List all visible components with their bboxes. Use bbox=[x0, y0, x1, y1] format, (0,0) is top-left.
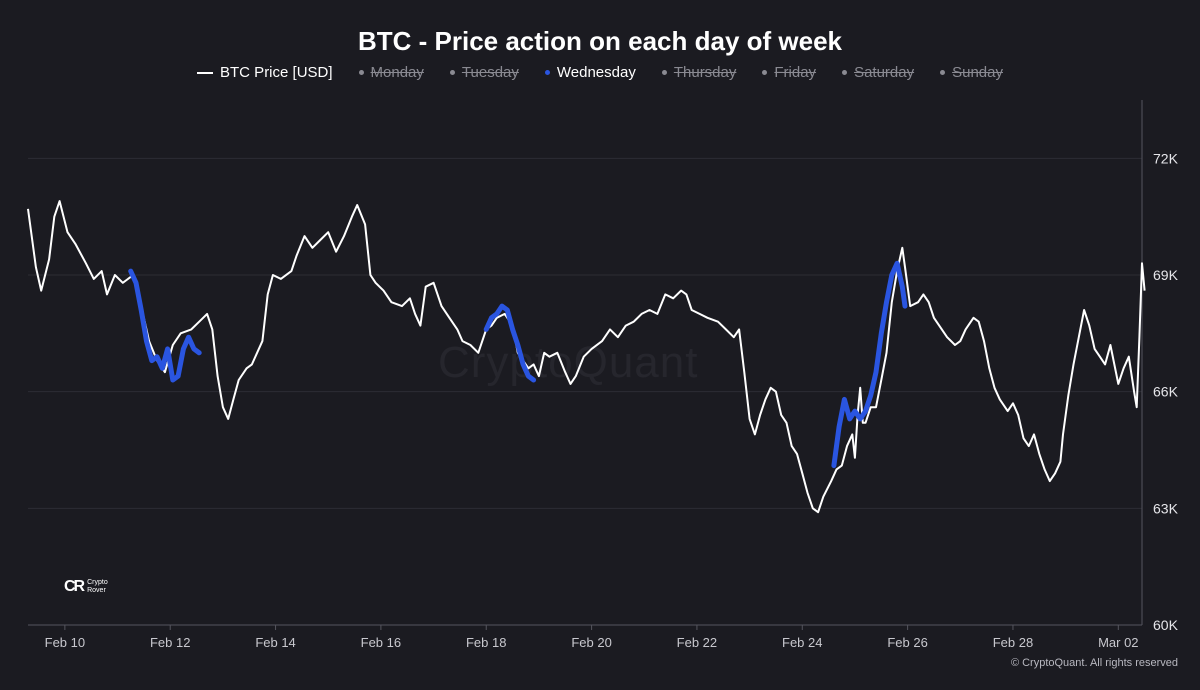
x-tick-label: Feb 12 bbox=[150, 635, 190, 650]
x-tick-label: Feb 28 bbox=[993, 635, 1033, 650]
logo-line-2: Rover bbox=[87, 587, 106, 594]
legend-item-sunday[interactable]: Sunday bbox=[940, 64, 1003, 81]
chart-legend: BTC Price [USD] Monday Tuesday Wednesday… bbox=[0, 64, 1200, 81]
copyright-text: © CryptoQuant. All rights reserved bbox=[1010, 657, 1178, 669]
x-tick-label: Mar 02 bbox=[1098, 635, 1138, 650]
legend-item-friday[interactable]: Friday bbox=[762, 64, 816, 81]
x-tick-label: Feb 10 bbox=[45, 635, 85, 650]
logo-text: Crypto Rover bbox=[87, 579, 108, 595]
chart-title: BTC - Price action on each day of week bbox=[357, 26, 843, 56]
dot-swatch-icon bbox=[544, 70, 550, 75]
btc-price-line bbox=[27, 200, 1146, 514]
legend-label: Thursday bbox=[673, 64, 737, 81]
legend-label: Monday bbox=[370, 64, 424, 81]
crypto-rover-logo: CR Crypto Rover bbox=[64, 578, 108, 596]
dot-swatch-icon bbox=[661, 70, 667, 75]
legend-label: Wednesday bbox=[556, 64, 636, 81]
dot-swatch-icon bbox=[358, 70, 364, 75]
x-tick-label: Feb 18 bbox=[466, 635, 506, 650]
x-tick-label: Feb 26 bbox=[887, 635, 927, 650]
legend-item-thursday[interactable]: Thursday bbox=[661, 64, 737, 81]
legend-item-tuesday[interactable]: Tuesday bbox=[449, 64, 519, 81]
legend-label: BTC Price [USD] bbox=[220, 64, 333, 81]
dot-swatch-icon bbox=[940, 70, 946, 75]
legend-item-wednesday[interactable]: Wednesday bbox=[544, 64, 636, 81]
line-swatch-icon bbox=[197, 71, 214, 74]
y-tick-label: 66K bbox=[1153, 384, 1179, 400]
wednesday-segment bbox=[831, 260, 908, 469]
x-tick-label: Feb 20 bbox=[571, 635, 611, 650]
legend-label: Sunday bbox=[952, 64, 1003, 81]
legend-item-btc-price[interactable]: BTC Price [USD] bbox=[197, 64, 333, 81]
logo-line-1: Crypto bbox=[87, 579, 108, 586]
legend-item-saturday[interactable]: Saturday bbox=[842, 64, 914, 81]
dot-swatch-icon bbox=[449, 70, 455, 75]
x-tick-label: Feb 16 bbox=[361, 635, 401, 650]
dot-swatch-icon bbox=[842, 70, 848, 75]
x-tick-label: Feb 22 bbox=[677, 635, 717, 650]
legend-label: Friday bbox=[774, 64, 817, 81]
wednesday-segment bbox=[128, 268, 202, 383]
y-tick-label: 69K bbox=[1153, 267, 1179, 283]
legend-label: Saturday bbox=[854, 64, 915, 81]
y-tick-label: 63K bbox=[1153, 500, 1179, 516]
y-tick-label: 72K bbox=[1153, 150, 1179, 166]
legend-item-monday[interactable]: Monday bbox=[358, 64, 424, 81]
legend-label: Tuesday bbox=[461, 64, 519, 81]
y-tick-label: 60K bbox=[1153, 617, 1179, 633]
dot-swatch-icon bbox=[762, 70, 768, 75]
x-tick-label: Feb 14 bbox=[255, 635, 295, 650]
wednesday-segment bbox=[483, 303, 537, 383]
logo-mark-icon: CR bbox=[64, 578, 85, 595]
x-tick-label: Feb 24 bbox=[782, 635, 822, 650]
